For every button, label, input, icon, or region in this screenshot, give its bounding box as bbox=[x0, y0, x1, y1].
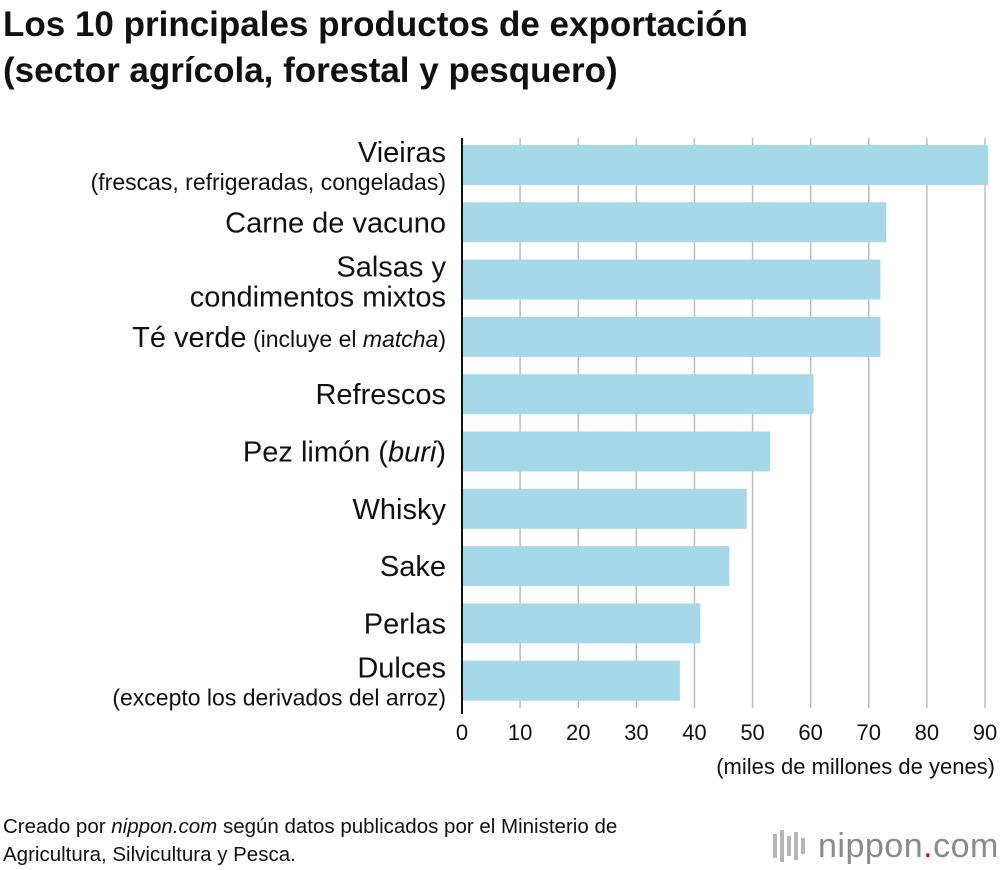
logo-dot: . bbox=[923, 826, 934, 865]
source-prefix: Creado por bbox=[3, 815, 112, 838]
bar-8 bbox=[462, 546, 730, 587]
x-tick-label: 10 bbox=[508, 720, 532, 745]
source-line-1: Creado por nippon.com según datos public… bbox=[3, 813, 763, 841]
x-tick-label: 40 bbox=[682, 720, 706, 745]
x-axis-label: (miles de millones de yenes) bbox=[716, 754, 995, 779]
x-tick-label: 90 bbox=[973, 720, 997, 745]
category-label-part: Sake bbox=[380, 551, 446, 583]
category-label-part: (excepto los derivados del arroz) bbox=[112, 685, 446, 711]
bar-9 bbox=[462, 603, 701, 644]
bar-chart: 0 10 20 30 40 50 60 70 80 90 (miles de millones de… bbox=[91, 137, 998, 779]
category-label-part: Perlas bbox=[364, 608, 446, 640]
category-label-part: ) bbox=[438, 326, 446, 352]
category-sublabel-10: (excepto los derivados del arroz) bbox=[112, 685, 446, 711]
source-suffix: según datos publicados por el Ministerio… bbox=[217, 815, 618, 838]
category-label-part: Té verde bbox=[132, 322, 246, 354]
category-label-7: Whisky bbox=[353, 494, 447, 526]
category-label-part: Carne de vacuno bbox=[225, 207, 446, 239]
nippon-logo-text: nippon.com bbox=[818, 827, 999, 866]
category-label-part: Whisky bbox=[353, 494, 447, 526]
bar-4 bbox=[462, 316, 881, 357]
category-label-part: Dulces bbox=[357, 653, 446, 685]
x-tick-label: 60 bbox=[798, 720, 822, 745]
x-tick-label: 50 bbox=[740, 720, 764, 745]
category-label-part: (frescas, refrigeradas, congeladas) bbox=[91, 169, 446, 195]
bar-3 bbox=[462, 259, 881, 300]
category-label-4: Té verde (incluye el matcha) bbox=[132, 322, 446, 354]
bar-1 bbox=[462, 145, 988, 185]
category-label-part: matcha bbox=[363, 326, 438, 352]
category-sublabel-1: (frescas, refrigeradas, congeladas) bbox=[91, 169, 446, 195]
category-label-2: Carne de vacuno bbox=[225, 207, 446, 239]
category-label-6: Pez limón (buri) bbox=[243, 437, 446, 469]
category-label-3: Salsas y bbox=[336, 252, 446, 284]
x-tick-label: 30 bbox=[624, 720, 648, 745]
x-tick-label: 80 bbox=[915, 720, 939, 745]
category-label-part: Refrescos bbox=[315, 379, 446, 411]
logo-tld: com bbox=[933, 826, 999, 865]
category-label-part: ) bbox=[436, 437, 446, 469]
source-note: Creado por nippon.com según datos public… bbox=[3, 813, 763, 869]
source-line-2: Agricultura, Silvicultura y Pesca. bbox=[3, 843, 296, 866]
logo-name: nippon bbox=[818, 826, 924, 865]
category-label-1: Vieiras bbox=[358, 137, 446, 169]
bar-5 bbox=[462, 374, 814, 415]
bar-2 bbox=[462, 202, 887, 243]
x-tick-label: 20 bbox=[566, 720, 590, 745]
category-label-part: (incluye el bbox=[247, 326, 363, 352]
bar-10 bbox=[462, 660, 680, 701]
nippon-logo-icon bbox=[773, 830, 805, 862]
bar-7 bbox=[462, 488, 747, 529]
chart-title-line-1: Los 10 principales productos de exportac… bbox=[3, 5, 748, 44]
x-tick-label: 70 bbox=[857, 720, 881, 745]
category-label-5: Refrescos bbox=[315, 379, 446, 411]
category-label-part: Vieiras bbox=[358, 137, 446, 169]
category-sublabel-3: condimentos mixtos bbox=[190, 282, 446, 314]
category-label-9: Perlas bbox=[364, 608, 446, 640]
category-label-part: Salsas y bbox=[336, 252, 446, 284]
x-tick-label: 0 bbox=[456, 720, 468, 745]
chart-title-line-2: (sector agrícola, forestal y pesquero) bbox=[3, 51, 618, 90]
category-label-8: Sake bbox=[380, 551, 446, 583]
nippon-logo: nippon.com bbox=[772, 826, 999, 866]
category-label-part: Pez limón ( bbox=[243, 437, 388, 469]
bar-6 bbox=[462, 431, 770, 472]
chart-title: Los 10 principales productos de exportac… bbox=[3, 2, 993, 94]
category-label-10: Dulces bbox=[357, 653, 446, 685]
source-site: nippon.com bbox=[111, 815, 218, 838]
category-label-part: buri bbox=[388, 437, 438, 469]
